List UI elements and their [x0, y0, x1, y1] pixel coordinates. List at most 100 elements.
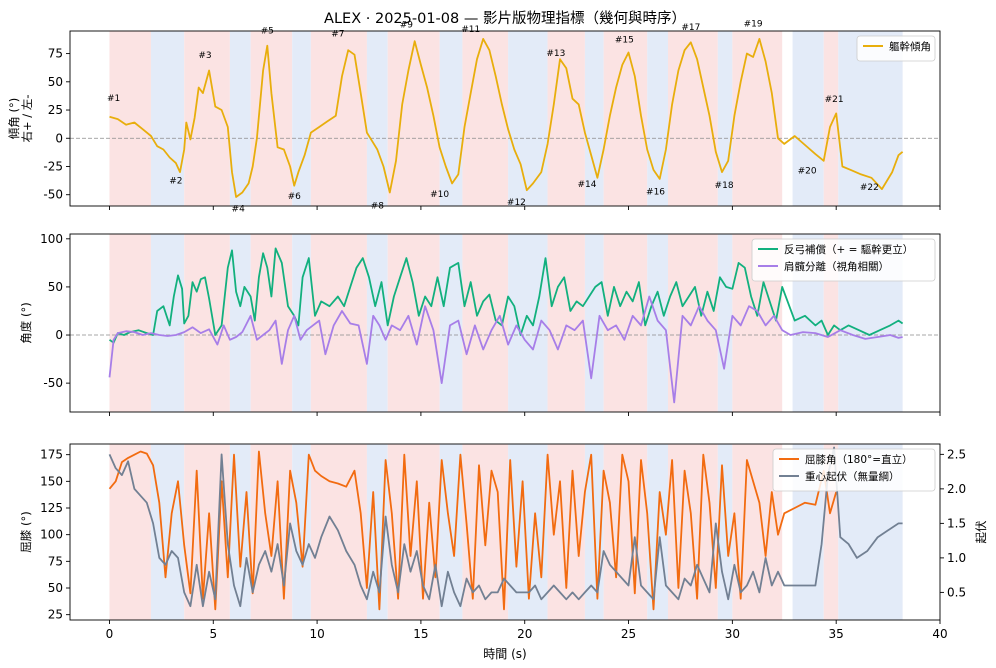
phase-band-2: [150, 444, 185, 620]
phase-band-19: [732, 31, 783, 206]
y-right-tick-label: 1.5: [947, 516, 966, 530]
phase-band-7: [310, 31, 367, 206]
phase-band-21: [823, 31, 839, 206]
x-tick-label: 20: [517, 627, 532, 641]
y-axis-label: 傾角 (°): [7, 98, 21, 139]
y-tick-label: 175: [40, 448, 63, 462]
series-line-knee-2: [108, 446, 903, 608]
x-tick-label: 25: [621, 627, 636, 641]
y-tick-label: 125: [40, 501, 63, 515]
phase-band-3: [184, 234, 230, 412]
legend: 軀幹傾角: [856, 35, 936, 62]
phase-band-11: [462, 31, 509, 206]
series-line-angles-2: [108, 295, 903, 404]
phase-band-5: [250, 444, 293, 620]
legend-entry: 屈膝角（180°=直立）: [805, 453, 913, 466]
phase-band-14: [584, 234, 604, 412]
phase-band-2: [150, 234, 185, 412]
y-tick-label: 0: [55, 328, 63, 342]
series-line-knee-1: [108, 450, 838, 611]
y-tick-label: 50: [48, 581, 63, 595]
angles-panel: -50 0 50 100 角度 (°) 反弓補償（+ = 驅幹更立） 肩髖分離（視角相關）: [19, 232, 941, 416]
phase-band-2: [150, 31, 185, 206]
phase-band-12: [508, 31, 548, 206]
event-label: #15: [615, 35, 634, 45]
y-right-tick-label: 2.5: [947, 447, 966, 461]
y-right-tick-label: 2.0: [947, 482, 966, 496]
y-tick-label: -50: [43, 376, 63, 390]
figure-title: ALEX · 2025-01-08 — 影片版物理指標（幾何與時序）: [324, 10, 686, 27]
y-right-tick-label: 0.5: [947, 585, 966, 599]
event-label: #2: [169, 176, 182, 186]
phase-band-12: [508, 234, 548, 412]
x-tick-label: 35: [829, 627, 844, 641]
event-label: #13: [546, 49, 565, 59]
phase-band-1: [109, 234, 151, 412]
phase-band-3: [184, 31, 230, 206]
y-right-tick-label: 1.0: [947, 551, 966, 565]
phase-band-8: [366, 31, 388, 206]
phase-band-11: [462, 444, 509, 620]
series-line-angles-1: [108, 247, 904, 344]
x-tick-label: 5: [209, 627, 217, 641]
event-label: #14: [578, 180, 597, 190]
y-tick-label: 50: [48, 280, 63, 294]
x-axis-label: 時間 (s): [483, 647, 526, 661]
event-label: #5: [261, 26, 274, 36]
legend-entry: 反弓補償（+ = 驅幹更立）: [784, 243, 913, 256]
event-label: #19: [744, 19, 763, 29]
phase-band-15: [603, 234, 648, 412]
y-tick-label: -25: [43, 159, 63, 173]
y-tick-label: 75: [48, 47, 63, 61]
event-label: #6: [288, 192, 302, 202]
knee-panel: 25 50 75 100 125 150 175 0.5 1.0 1.5 2.0 2.5 0 5 10 15 2…: [19, 443, 988, 641]
phase-band-10: [439, 234, 463, 412]
phase-band-13: [547, 31, 585, 206]
phase-band-11: [462, 234, 509, 412]
phase-band-18: [717, 31, 733, 206]
phase-band-6: [292, 234, 311, 412]
y-right-axis-label: 起伏: [974, 520, 988, 543]
event-label: #12: [507, 198, 526, 208]
phase-band-20: [792, 31, 824, 206]
legend: 反弓補償（+ = 驅幹更立） 肩髖分離（視角相關）: [751, 238, 936, 282]
phase-band-6: [292, 31, 311, 206]
phase-band-5: [250, 31, 293, 206]
y-tick-label: 150: [40, 474, 63, 488]
y-tick-label: 100: [40, 528, 63, 542]
phase-band-18: [717, 444, 733, 620]
series-line-tilt-1: [109, 38, 904, 198]
event-label: #22: [860, 183, 879, 193]
legend-box: [856, 35, 936, 62]
x-tick-label: 15: [413, 627, 428, 641]
x-tick-label: 40: [932, 627, 947, 641]
event-label: #8: [371, 201, 385, 211]
event-label: #10: [430, 190, 449, 200]
y-axis-label: 角度 (°): [19, 302, 33, 343]
plot-frame: [69, 443, 941, 621]
event-label: #21: [825, 95, 844, 105]
phase-band-16: [647, 234, 668, 412]
event-label: #1: [107, 94, 120, 104]
y-tick-label: 100: [40, 232, 63, 246]
event-label: #4: [232, 205, 246, 215]
plot-frame: [69, 233, 941, 413]
legend-box: [772, 448, 936, 492]
y-tick-label: -50: [43, 188, 63, 202]
event-label: #17: [681, 23, 700, 33]
legend-entry: 肩髖分離（視角相關）: [784, 260, 889, 273]
y-axis-label: 屈膝 (°): [19, 511, 33, 552]
event-label: #16: [646, 188, 665, 198]
phase-band-4: [229, 31, 251, 206]
legend: 屈膝角（180°=直立） 重心起伏（無量綱）: [772, 448, 936, 492]
y-tick-label: 25: [48, 103, 63, 117]
phase-band-5: [250, 234, 293, 412]
event-label: #3: [198, 51, 211, 61]
event-label: #11: [461, 25, 480, 35]
event-label: #18: [715, 181, 734, 191]
event-label: #7: [331, 30, 344, 40]
legend-box: [751, 238, 936, 282]
x-tick-label: 30: [725, 627, 740, 641]
y-tick-label: 25: [48, 608, 63, 622]
